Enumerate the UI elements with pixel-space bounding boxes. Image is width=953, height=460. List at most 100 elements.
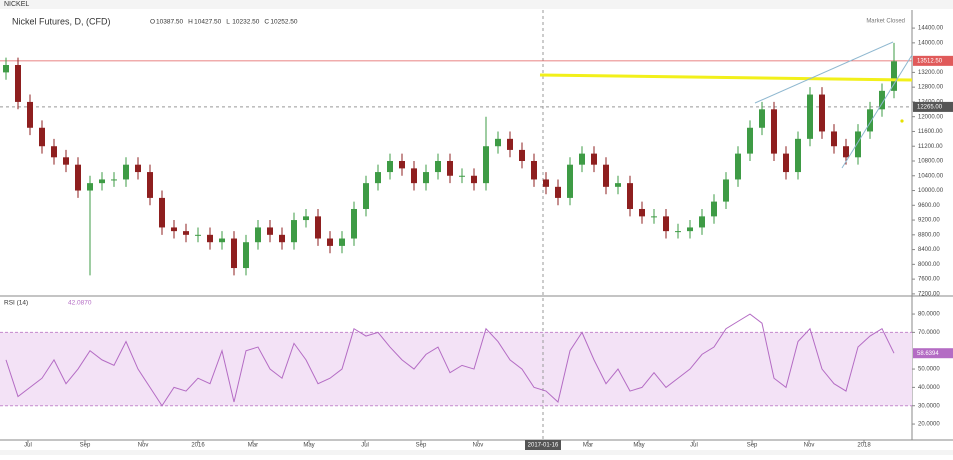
candle-body xyxy=(99,179,105,184)
candle-body xyxy=(135,164,141,173)
y-tick-label: 9200.00 xyxy=(918,218,940,224)
candle-body xyxy=(15,65,21,102)
candle-body xyxy=(771,109,777,154)
candle-body xyxy=(891,61,897,91)
legend-key: L xyxy=(226,19,230,26)
x-tick-label: 2018 xyxy=(857,443,871,449)
candle-body xyxy=(363,183,369,209)
candle-body xyxy=(39,127,45,147)
candle-body xyxy=(735,153,741,180)
candle-body xyxy=(747,127,753,154)
x-tick-label: Mar xyxy=(583,443,593,449)
x-tick-label: Nov xyxy=(804,443,815,449)
candle-body xyxy=(675,231,681,233)
candle-body xyxy=(267,227,273,235)
candle-body xyxy=(495,138,501,147)
candle-body xyxy=(567,164,573,198)
candle-body xyxy=(783,153,789,173)
y-tick-label: 7200.00 xyxy=(918,291,940,297)
y-tick-label: 11600.00 xyxy=(918,129,943,135)
candle-body xyxy=(27,101,33,128)
candle-body xyxy=(483,146,489,184)
last-price-label: 13512.50 xyxy=(917,58,943,64)
candle-body xyxy=(411,168,417,184)
y-tick-label: 7600.00 xyxy=(918,277,940,283)
candle-body xyxy=(399,160,405,169)
candle-body xyxy=(603,164,609,187)
y-tick-label: 12800.00 xyxy=(918,85,944,91)
rsi-title-value: 42.0870 xyxy=(68,300,92,307)
crosshair-price-label: 12265.00 xyxy=(917,104,943,110)
y-tick-label: 14000.00 xyxy=(918,40,944,46)
x-tick-label: Nov xyxy=(473,443,484,449)
y-tick-label: 30.0000 xyxy=(918,403,940,409)
y-tick-label: 20.0000 xyxy=(918,422,940,428)
candle-body xyxy=(351,208,357,239)
rsi-line xyxy=(5,313,895,407)
candle-body xyxy=(639,208,645,217)
x-tick-label: Sep xyxy=(80,443,91,449)
x-tick-label: Sep xyxy=(416,443,427,449)
candle-body xyxy=(111,179,117,181)
candle-body xyxy=(831,131,837,147)
candle-body xyxy=(171,227,177,232)
y-tick-label: 10400.00 xyxy=(918,173,944,179)
y-tick-label: 80.0000 xyxy=(918,312,940,318)
x-tick-label: Nov xyxy=(138,443,149,449)
candle-body xyxy=(219,238,225,243)
candle-body xyxy=(627,183,633,209)
candle-body xyxy=(759,109,765,128)
last-price-tag xyxy=(913,55,953,66)
candle-body xyxy=(51,146,57,158)
candle-body xyxy=(87,183,93,191)
candle-body xyxy=(615,183,621,187)
x-tick-label: 2016 xyxy=(191,443,205,449)
y-tick-label: 10800.00 xyxy=(918,159,944,165)
candle-body xyxy=(63,157,69,165)
candle-body xyxy=(579,153,585,165)
trend-line xyxy=(754,41,894,104)
x-tick-label: Mar xyxy=(248,443,258,449)
candle-body xyxy=(303,216,309,221)
candle-body xyxy=(123,164,129,180)
legend-key: H xyxy=(188,19,193,26)
market-status: Market Closed xyxy=(866,19,905,25)
drawn-level xyxy=(539,73,913,82)
candle-body xyxy=(651,216,657,218)
y-tick-label: 8400.00 xyxy=(918,247,940,253)
y-tick-label: 9600.00 xyxy=(918,203,940,209)
candle-body xyxy=(591,153,597,165)
x-tick-label: Jul xyxy=(24,443,32,449)
candle-body xyxy=(855,131,861,158)
candle-body xyxy=(375,172,381,184)
candle-body xyxy=(291,220,297,243)
y-tick-label: 10000.00 xyxy=(918,188,944,194)
legend-value: 10387.50 xyxy=(156,19,183,26)
candle-body xyxy=(75,164,81,191)
candle-body xyxy=(699,216,705,228)
symbol[interactable]: NICKEL xyxy=(4,1,29,8)
x-tick-label: Jul xyxy=(361,443,369,449)
candle-body xyxy=(387,160,393,173)
candle-body xyxy=(555,186,561,198)
candle-body xyxy=(147,172,153,198)
y-tick-label: 70.0000 xyxy=(918,330,940,336)
candle-body xyxy=(687,227,693,232)
candle-body xyxy=(459,175,465,177)
candle-body xyxy=(207,234,213,243)
candle-body xyxy=(327,238,333,246)
legend-value: 10252.50 xyxy=(270,19,297,26)
trend-line xyxy=(841,54,913,169)
candle-body xyxy=(339,238,345,246)
candle-body xyxy=(543,179,549,187)
candle-body xyxy=(255,227,261,243)
candle-body xyxy=(423,172,429,184)
candle-body xyxy=(531,160,537,180)
crosshair-date-tag xyxy=(525,440,561,450)
y-tick-label: 12000.00 xyxy=(918,114,944,120)
toolbar xyxy=(0,0,953,9)
candle-body xyxy=(879,90,885,110)
candle-body xyxy=(315,216,321,239)
candle-body xyxy=(243,242,249,269)
